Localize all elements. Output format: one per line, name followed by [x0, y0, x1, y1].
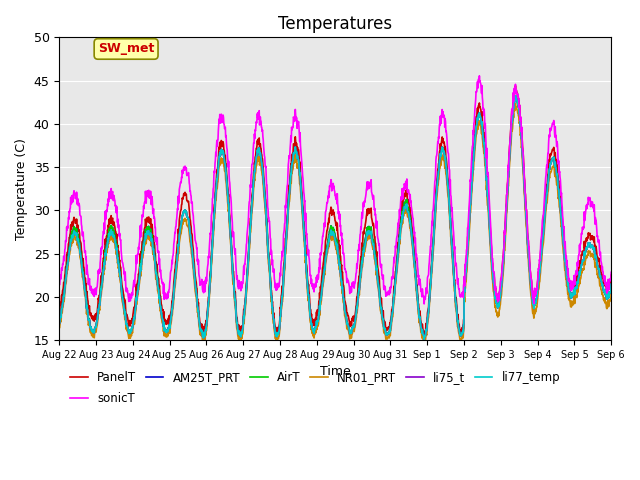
- Title: Temperatures: Temperatures: [278, 15, 392, 33]
- X-axis label: Time: Time: [320, 365, 351, 378]
- Legend: sonicT: sonicT: [65, 387, 140, 410]
- Text: SW_met: SW_met: [98, 42, 154, 56]
- Y-axis label: Temperature (C): Temperature (C): [15, 138, 28, 240]
